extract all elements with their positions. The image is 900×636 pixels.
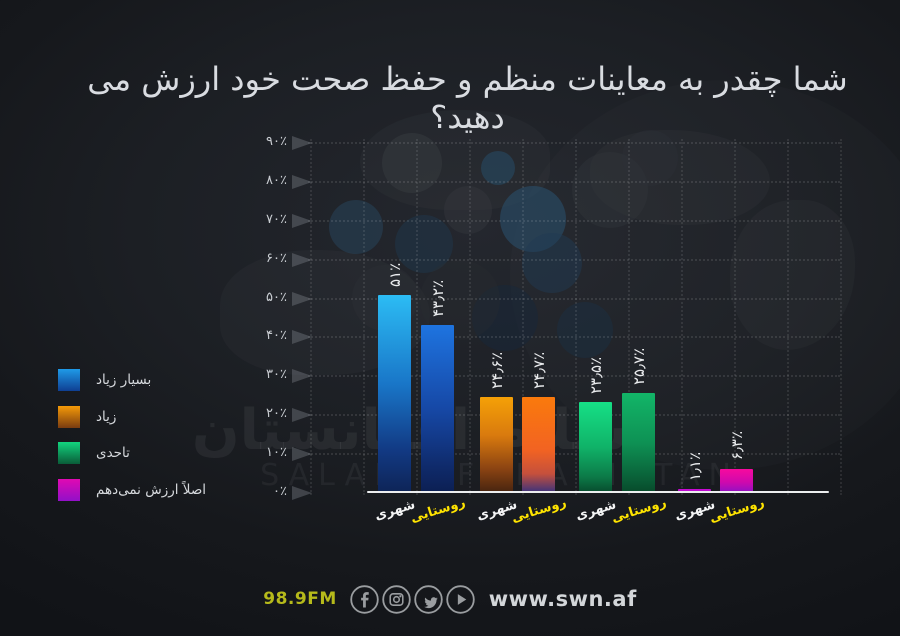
axis-arrow-icon — [292, 486, 312, 500]
vertical-gridline — [734, 139, 736, 495]
y-axis-tick-label: ۵۰٪ — [266, 289, 287, 305]
y-axis-tick-label: ۷۰٪ — [266, 211, 287, 227]
legend-item-label: زیاد — [96, 408, 117, 425]
radio-station-label: 98.9FM — [263, 589, 337, 609]
instagram-icon[interactable] — [382, 584, 411, 614]
vertical-gridline — [416, 139, 418, 495]
vertical-gridline — [522, 139, 524, 495]
horizontal-gridline — [308, 180, 840, 183]
horizontal-gridline — [308, 141, 840, 144]
y-axis-tick-label: ۹۰٪ — [266, 133, 287, 149]
y-axis-tick-label: ۲۰٪ — [266, 406, 287, 422]
bar-شهری-1 — [480, 397, 513, 493]
horizontal-gridline — [308, 375, 840, 378]
legend-item-label: تاحدی — [96, 445, 130, 461]
bar-روستایی-3 — [720, 468, 753, 493]
legend-item: زیاد — [58, 405, 117, 428]
horizontal-gridline — [308, 414, 840, 417]
x-axis-label: روستایی — [408, 495, 467, 526]
axis-arrow-icon — [292, 408, 312, 423]
vertical-gridline — [840, 139, 842, 495]
chart-title: شما چقدر به معاینات منظم و حفظ صحت خود ا… — [87, 60, 848, 136]
bokeh-circle — [481, 151, 515, 185]
axis-arrow-icon — [292, 369, 312, 384]
x-axis-label: روستایی — [509, 495, 568, 526]
legend-item-label: اصلاً ارزش نمی‌دهم — [96, 481, 207, 498]
y-axis-tick-label: ۳۰٪ — [266, 367, 287, 383]
legend-color-swatch — [58, 369, 80, 391]
legend-item: بسیار زیاد — [58, 369, 151, 391]
legend-item: اصلاً ارزش نمی‌دهم — [58, 478, 207, 501]
footer: 98.9FM www.swn.af — [0, 584, 900, 614]
bar-شهری-2 — [579, 401, 612, 493]
horizontal-gridline — [308, 219, 840, 222]
bar-value-label: ۴۳٫۲٪ — [428, 279, 447, 317]
bar-شهری-0 — [378, 294, 411, 493]
bokeh-circle — [472, 285, 538, 351]
legend-color-swatch — [58, 478, 80, 501]
bar-value-label: ۶٫۳٪ — [727, 431, 746, 461]
bokeh-circle — [329, 200, 383, 254]
axis-arrow-icon — [292, 447, 312, 462]
social-icons — [350, 584, 475, 614]
horizontal-gridline — [308, 258, 840, 261]
bokeh-circle — [557, 302, 613, 358]
vertical-gridline — [787, 139, 789, 495]
horizontal-gridline — [308, 336, 840, 339]
vertical-gridline — [310, 139, 312, 495]
axis-arrow-icon — [292, 252, 312, 267]
bokeh-circle — [572, 152, 648, 228]
legend-item-label: بسیار زیاد — [96, 372, 152, 388]
vertical-gridline — [469, 139, 471, 495]
y-axis-tick-label: ۶۰٪ — [266, 250, 287, 266]
legend-color-swatch — [58, 405, 80, 428]
bar-روستایی-1 — [522, 396, 555, 493]
legend-color-swatch — [58, 442, 80, 464]
bar-value-label: ۵۱٪ — [385, 262, 404, 287]
vertical-gridline — [628, 139, 630, 495]
bar-value-label: ۲۵٫۷٪ — [629, 347, 648, 386]
legend-item: تاحدی — [58, 442, 130, 464]
bar-شهری-3 — [678, 488, 711, 493]
x-axis-label: روستایی — [707, 495, 766, 526]
bokeh-circle — [382, 133, 442, 193]
vertical-gridline — [681, 139, 683, 495]
bar-value-label: ۲۴٫۷٪ — [529, 351, 548, 389]
axis-arrow-icon — [292, 135, 312, 150]
y-axis-tick-label: ۱۰٪ — [266, 445, 287, 461]
bar-value-label: ۲۴٫۶٪ — [487, 352, 506, 390]
bar-روستایی-0 — [421, 325, 454, 493]
horizontal-gridline — [308, 453, 840, 456]
axis-arrow-icon — [292, 291, 312, 306]
y-axis-tick-label: ۸۰٪ — [266, 172, 287, 188]
axis-arrow-icon — [292, 174, 312, 189]
axis-arrow-icon — [292, 330, 312, 345]
facebook-icon[interactable] — [350, 584, 379, 614]
play-icon[interactable] — [446, 584, 475, 614]
y-axis-tick-label: ۰٪ — [273, 484, 287, 499]
x-axis-label: روستایی — [609, 495, 668, 526]
horizontal-gridline — [308, 297, 840, 300]
bokeh-circle — [622, 130, 678, 186]
vertical-gridline — [363, 139, 365, 495]
bokeh-circle — [444, 186, 492, 234]
vertical-gridline — [575, 139, 577, 495]
website-url[interactable]: www.swn.af — [488, 587, 637, 611]
bar-value-label: ۱٫۱٪ — [685, 451, 704, 481]
y-axis-tick-label: ۴۰٪ — [266, 328, 287, 344]
bokeh-circle — [522, 233, 582, 293]
axis-arrow-icon — [292, 213, 312, 228]
bar-روستایی-2 — [622, 393, 655, 493]
x-axis-baseline — [367, 491, 829, 493]
twitter-icon[interactable] — [414, 584, 443, 614]
bar-value-label: ۲۳٫۵٪ — [586, 356, 605, 394]
bokeh-circle — [395, 215, 453, 273]
